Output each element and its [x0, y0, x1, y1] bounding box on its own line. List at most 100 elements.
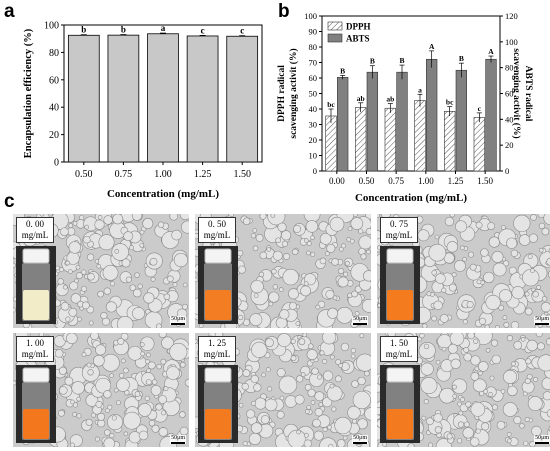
y-tick-label: 20: [49, 130, 59, 141]
significance-letter: c: [478, 104, 482, 113]
significance-letter: ab: [386, 95, 394, 104]
significance-letter: a: [418, 85, 422, 94]
significance-letter: c: [240, 26, 244, 36]
x-tick-label: 0.75: [388, 176, 404, 186]
concentration-value: 1. 25: [208, 338, 226, 348]
vial-cap: [386, 248, 414, 264]
concentration-value: 0. 00: [26, 219, 44, 229]
bar: [226, 35, 259, 163]
y-tick-label: 40: [49, 103, 59, 114]
scale-bar-line: [171, 323, 185, 325]
y-tick-label-right: 0: [505, 166, 509, 176]
vial-cap: [22, 367, 50, 383]
x-tick-label: 0.50: [75, 169, 93, 180]
scale-bar: 50μm: [352, 316, 368, 325]
y-axis-label-right: ABTS radicalscavenging activit (%): [511, 48, 533, 138]
scale-bar-label: 50μm: [535, 435, 549, 441]
bar-abts: [396, 71, 408, 172]
sample-vial: [380, 246, 420, 324]
emulsion-micrograph: 1. 00 mg/mL 50μm: [13, 333, 189, 447]
emulsion-micrograph: 1. 50 mg/mL 50μm: [377, 333, 550, 447]
encapsulation-efficiency-chart: 0 20 40 60 80 100 b 0.50 b 0.75 a 1.00 c 1.25 c 1.50 Con…: [23, 21, 263, 200]
sample-vial: [198, 365, 238, 443]
y-tick-label-left: 40: [309, 104, 318, 114]
concentration-label: 1. 25 mg/mL: [198, 336, 236, 362]
scale-bar-line: [171, 442, 185, 444]
concentration-unit: mg/mL: [203, 349, 231, 359]
y-tick-label-right: 20: [505, 140, 514, 150]
significance-letter: B: [459, 54, 464, 63]
bar-abts: [455, 69, 467, 172]
scale-bar-line: [353, 323, 367, 325]
x-axis-label: Concentration (mg/mL): [355, 192, 467, 204]
concentration-value: 0. 50: [208, 219, 226, 229]
concentration-unit: mg/mL: [203, 230, 231, 240]
sample-vial: [380, 365, 420, 443]
y-tick-label-left: 50: [309, 89, 318, 99]
x-tick-label: 1.50: [477, 176, 493, 186]
significance-letter: B: [370, 57, 375, 66]
y-tick-label: 0: [54, 158, 59, 169]
panel-label-b: b: [278, 1, 290, 22]
x-tick-label: 0.00: [329, 176, 345, 186]
concentration-unit: mg/mL: [21, 230, 49, 240]
emulsion-micrograph: 0. 75 mg/mL 50μm: [377, 214, 550, 328]
scale-bar: 50μm: [170, 435, 186, 444]
emulsion-fill: [205, 290, 231, 320]
y-tick-label-left: 30: [309, 120, 318, 130]
y-tick-label-left: 20: [309, 135, 318, 145]
concentration-unit: mg/mL: [385, 230, 413, 240]
emulsion-micrograph: 0. 00 mg/mL 50μm: [13, 214, 189, 328]
significance-letter: bc: [327, 100, 335, 109]
concentration-label: 0. 50 mg/mL: [198, 217, 236, 243]
y-tick-label-left: 0: [313, 166, 317, 176]
y-tick-label: 100: [44, 21, 59, 32]
y-tick-label-left: 90: [309, 27, 318, 37]
x-tick-label: 0.50: [359, 176, 375, 186]
y-tick-label-right: 120: [505, 11, 518, 21]
significance-letter: A: [488, 47, 494, 56]
scale-bar: 50μm: [534, 435, 550, 444]
emulsion-fill: [23, 409, 49, 439]
significance-letter: b: [81, 25, 86, 35]
concentration-label: 1. 50 mg/mL: [380, 336, 418, 362]
bar-abts: [337, 77, 349, 172]
vial-cap: [204, 367, 232, 383]
significance-letter: B: [340, 66, 345, 75]
legend-swatch-dpph: [327, 21, 343, 31]
x-tick-label: 1.25: [448, 176, 464, 186]
bar: [107, 34, 140, 163]
y-tick-label-left: 100: [304, 11, 317, 21]
significance-letter: a: [161, 23, 166, 33]
significance-letter: c: [201, 25, 205, 35]
vial-cap: [204, 248, 232, 264]
bar-abts: [485, 58, 497, 172]
scale-bar-label: 50μm: [535, 316, 549, 322]
emulsion-fill: [387, 409, 413, 439]
bar-dpph: [355, 107, 367, 172]
y-tick-label-right: 100: [505, 37, 518, 47]
y-tick-label: 80: [49, 48, 59, 59]
concentration-label: 0. 75 mg/mL: [380, 217, 418, 243]
scale-bar-label: 50μm: [353, 316, 367, 322]
concentration-unit: mg/mL: [21, 349, 49, 359]
significance-letter: A: [429, 42, 435, 51]
concentration-value: 0. 75: [390, 219, 408, 229]
y-tick-label: 60: [49, 75, 59, 86]
scale-bar: 50μm: [534, 316, 550, 325]
scale-bar-label: 50μm: [353, 435, 367, 441]
concentration-unit: mg/mL: [385, 349, 413, 359]
y-axis-label-left: DPPH radical scavenging activit (%): [277, 48, 299, 138]
y-tick-label-left: 60: [309, 73, 318, 83]
emulsion-micrograph: 0. 50 mg/mL 50μm: [195, 214, 371, 328]
significance-letter: bc: [446, 98, 454, 107]
scale-bar-line: [535, 442, 549, 444]
scale-bar-line: [535, 323, 549, 325]
bar-dpph: [414, 100, 426, 172]
y-tick-label-left: 80: [309, 42, 318, 52]
concentration-value: 1. 00: [26, 338, 44, 348]
vial-cap: [386, 367, 414, 383]
concentration-value: 1. 50: [390, 338, 408, 348]
bar-dpph: [325, 115, 337, 172]
scale-bar: 50μm: [352, 435, 368, 444]
